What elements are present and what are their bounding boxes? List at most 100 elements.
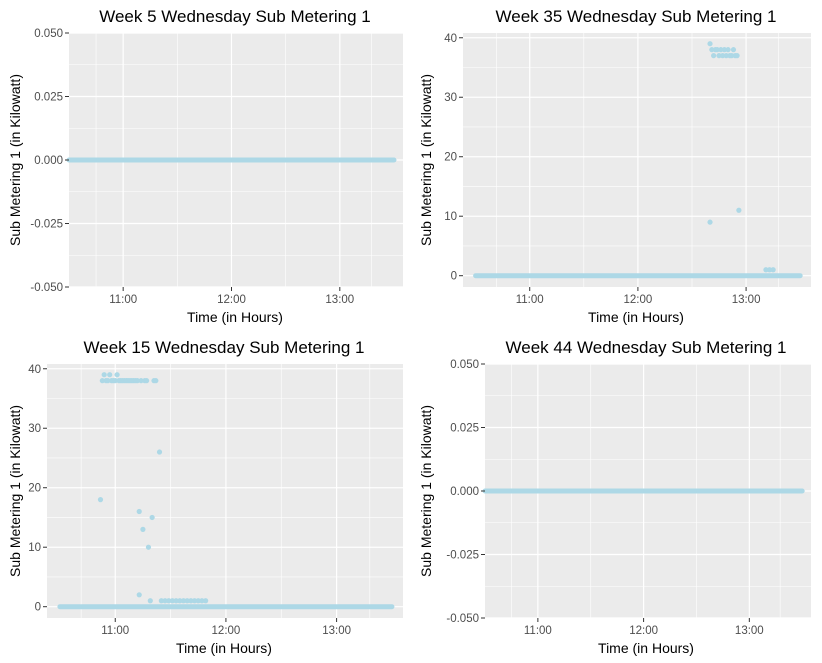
y-tick-label: 30 <box>28 423 41 435</box>
data-point <box>770 267 776 273</box>
data-point <box>145 544 152 550</box>
x-tick-label: 12:00 <box>629 625 658 637</box>
y-axis-title: Sub Metering 1 (in Kilowatt) <box>418 405 434 577</box>
data-point <box>725 47 731 53</box>
x-axis-title: Time (in Hours) <box>588 309 684 325</box>
plot-area <box>66 32 403 288</box>
data-point <box>173 598 179 604</box>
y-tick-label: 40 <box>28 364 41 376</box>
data-point <box>188 598 194 604</box>
y-tick-label: 40 <box>444 33 457 45</box>
data-point <box>707 219 713 225</box>
x-tick-label: 12:00 <box>217 294 246 306</box>
data-point <box>112 378 118 384</box>
data-point <box>707 41 713 47</box>
y-axis-title: Sub Metering 1 (in Kilowatt) <box>418 74 434 246</box>
x-axis-title: Time (in Hours) <box>176 640 272 656</box>
plot-area <box>463 33 811 287</box>
data-point <box>711 53 717 59</box>
data-point <box>101 372 107 378</box>
y-tick-label: 20 <box>444 152 457 164</box>
chart-title: Week 15 Wednesday Sub Metering 1 <box>84 338 365 357</box>
chart-panel-week-44: Week 44 Wednesday Sub Metering 1 Time (i… <box>418 338 811 656</box>
y-tick-label: 10 <box>444 211 457 223</box>
x-tick-label: 11:00 <box>101 625 129 637</box>
data-point <box>166 598 172 604</box>
x-tick-label: 12:00 <box>212 625 241 637</box>
data-point <box>169 598 176 604</box>
data-point <box>720 53 726 59</box>
x-tick-label: 13:00 <box>735 625 764 637</box>
data-point <box>763 267 769 273</box>
chart-title: Week 44 Wednesday Sub Metering 1 <box>506 338 787 357</box>
data-point <box>136 508 142 515</box>
y-tick-label: 0 <box>451 271 457 283</box>
data-point <box>162 598 168 604</box>
data-point <box>199 598 205 604</box>
data-point <box>180 598 187 604</box>
plot-background <box>463 33 811 287</box>
data-point <box>736 207 742 213</box>
data-point <box>149 514 155 521</box>
data-point <box>140 526 146 532</box>
data-point <box>723 53 729 59</box>
data-point <box>153 378 159 384</box>
data-point <box>730 47 737 53</box>
data-point <box>105 378 111 384</box>
data-point <box>144 378 150 384</box>
data-point <box>184 598 190 604</box>
data-point <box>714 47 720 53</box>
data-point <box>718 47 724 53</box>
data-point <box>729 53 735 59</box>
data-point <box>134 378 140 384</box>
chart-title: Week 35 Wednesday Sub Metering 1 <box>496 7 777 26</box>
y-tick-label: 30 <box>444 92 457 104</box>
x-tick-label: 11:00 <box>516 294 544 306</box>
chart-panel-week-15: Week 15 Wednesday Sub Metering 1 Time (i… <box>7 338 403 656</box>
x-tick-label: 12:00 <box>624 294 653 306</box>
data-point <box>136 592 142 598</box>
data-point <box>721 47 728 53</box>
y-tick-label: 0.025 <box>450 423 479 435</box>
y-axis-title: Sub Metering 1 (in Kilowatt) <box>7 405 23 577</box>
chart-title: Week 5 Wednesday Sub Metering 1 <box>99 7 371 26</box>
data-point <box>709 47 715 53</box>
data-point <box>766 267 773 273</box>
y-tick-label: 10 <box>28 542 41 554</box>
y-tick-label: 0.025 <box>34 92 63 104</box>
data-point <box>177 598 183 604</box>
data-point <box>147 598 153 604</box>
plot-background <box>47 364 403 618</box>
y-tick-label: 20 <box>28 483 41 495</box>
plot-area <box>47 364 403 618</box>
y-tick-label: -0.050 <box>446 613 479 625</box>
x-axis-title: Time (in Hours) <box>598 640 694 656</box>
data-point <box>107 372 113 378</box>
chart-panel-week-5: Week 5 Wednesday Sub Metering 1 Time (in… <box>7 7 403 325</box>
x-tick-label: 13:00 <box>325 294 354 306</box>
y-tick-label: 0.050 <box>450 359 479 371</box>
x-tick-label: 11:00 <box>524 625 552 637</box>
y-tick-label: 0.050 <box>34 28 63 40</box>
y-axis-title: Sub Metering 1 (in Kilowatt) <box>7 74 23 246</box>
data-point <box>158 598 164 604</box>
chart-panel-week-35: Week 35 Wednesday Sub Metering 1 Time (i… <box>418 7 811 325</box>
data-point <box>138 378 144 384</box>
y-tick-label: -0.050 <box>30 282 63 294</box>
y-tick-label: -0.025 <box>30 219 63 231</box>
data-point <box>734 53 740 59</box>
y-tick-label: -0.025 <box>446 550 479 562</box>
x-tick-label: 13:00 <box>322 625 351 637</box>
data-point <box>195 598 201 604</box>
data-point <box>97 497 104 503</box>
data-point <box>114 372 120 378</box>
data-point <box>156 449 163 455</box>
plot-area <box>482 363 811 619</box>
y-tick-label: 0.000 <box>34 155 63 167</box>
x-tick-label: 13:00 <box>732 294 761 306</box>
y-tick-label: 0 <box>35 602 41 614</box>
data-point <box>203 598 209 604</box>
data-point <box>716 53 722 59</box>
y-tick-label: 0.000 <box>450 486 479 498</box>
